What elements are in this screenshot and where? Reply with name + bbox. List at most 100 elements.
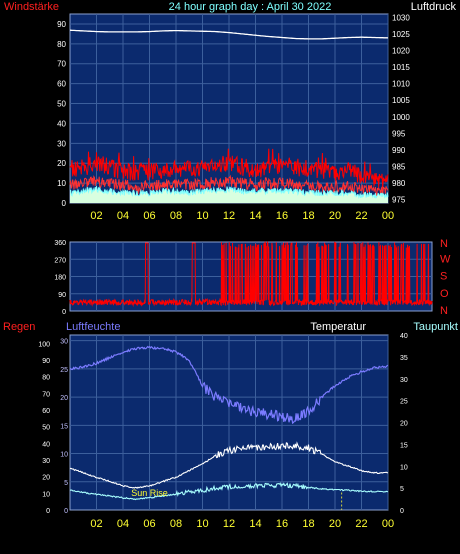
rain-tick-label: 50 [42,425,50,432]
rain-tick-label: 80 [42,375,50,382]
humidity-axis-ticks: 0 5 10 15 20 25 30 [60,339,68,515]
direction-label: W [440,253,451,265]
dewpoint-series [69,482,389,501]
rain-tick-label: 30 [42,458,50,465]
direction-tick-label: 0 [62,309,66,316]
direction-label: N [440,238,448,250]
direction-tick-label: 90 [58,292,66,299]
rain-tick-label: 0 [46,508,50,515]
wind-hour-label: 14 [249,210,261,222]
lower-hour-label: 22 [355,518,367,530]
pressure-tick-label: 990 [392,146,406,155]
wind-hour-label: 00 [382,210,394,222]
temperature-tick-label: 5 [400,486,404,493]
wind-hour-ticks: 02 04 06 08 10 12 14 16 18 20 22 00 [90,210,394,222]
wind-average-fill [70,186,388,203]
rain-tick-label: 90 [42,358,50,365]
humidity-tick-label: 25 [60,367,68,374]
lower-hour-label: 14 [249,518,261,530]
temperature-tick-label: 25 [400,399,408,406]
rain-tick-label: 10 [42,491,50,498]
direction-tick-label: 270 [54,257,66,264]
direction-series [69,240,433,308]
temperature-tick-label: 0 [400,508,404,515]
rain-tick-label: 40 [42,441,50,448]
temperature-tick-label: 35 [400,355,408,362]
wind-tick-label: 80 [57,40,66,49]
wind-series [69,174,389,199]
wind-tick-label: 0 [62,199,67,208]
direction-tick-label: 360 [54,240,66,247]
temperature-tick-label: 30 [400,377,408,384]
pressure-axis-ticks: 975 980 985 990 995 1000 1005 1010 1015 1020 1025 1… [392,13,410,204]
rain-tick-label: 100 [38,341,50,348]
lower-hour-label: 00 [382,518,394,530]
pressure-tick-label: 975 [392,196,406,205]
sunrise-label: Sun Rise [131,488,168,498]
lower-hour-label: 02 [90,518,102,530]
temperature-title: Temperatur [310,321,366,333]
pressure-title: Luftdruck [411,1,457,13]
wind-tick-label: 70 [57,60,66,69]
temperature-tick-label: 10 [400,464,408,471]
wind-grid [70,14,389,203]
lower-hour-label: 06 [143,518,155,530]
dewpoint-title: Taupunkt [413,321,458,333]
wind-hour-label: 16 [276,210,288,222]
rain-tick-label: 20 [42,475,50,482]
humidity-tick-label: 0 [64,508,68,515]
direction-axis-ticks: 0 90 180 270 360 [54,240,66,316]
wind-title: Windstärke [4,1,59,13]
humidity-tick-label: 20 [60,395,68,402]
temperature-series [69,441,389,489]
wind-hour-label: 06 [143,210,155,222]
direction-label: N [440,305,448,317]
wind-tick-label: 90 [57,20,66,29]
wind-hour-label: 20 [329,210,341,222]
pressure-series [69,29,389,40]
rain-axis-ticks: 0 10 20 30 40 50 60 70 80 90 100 [38,341,50,515]
wind-tick-label: 40 [57,119,66,128]
pressure-tick-label: 1000 [392,113,410,122]
graph-title: 24 hour graph day : April 30 2022 [169,1,332,13]
pressure-tick-label: 1025 [392,30,410,39]
lower-hour-label: 04 [117,518,129,530]
rain-title: Regen [3,321,35,333]
wind-hour-label: 22 [355,210,367,222]
direction-tick-label: 180 [54,275,66,282]
temperature-tick-label: 40 [400,333,408,340]
direction-label: O [440,288,449,300]
pressure-tick-label: 1005 [392,96,410,105]
lower-hour-label: 10 [196,518,208,530]
pressure-tick-label: 980 [392,179,406,188]
humidity-tick-label: 5 [64,480,68,487]
lower-hour-ticks: 02 04 06 08 10 12 14 16 18 20 22 00 [90,518,394,530]
humidity-tick-label: 10 [60,452,68,459]
rain-tick-label: 60 [42,408,50,415]
pressure-tick-label: 1030 [392,13,410,22]
temperature-tick-label: 15 [400,442,408,449]
wind-hour-label: 12 [223,210,235,222]
wind-tick-label: 20 [57,159,66,168]
lower-hour-label: 20 [329,518,341,530]
pressure-tick-label: 985 [392,163,406,172]
direction-label: S [440,271,447,283]
rain-humidity-temperature-panel: 0 10 20 30 40 50 60 70 80 90 100 0 5 10 15 20 25 30 0 5 10… [38,333,408,530]
pressure-tick-label: 995 [392,129,406,138]
temperature-axis-ticks: 0 5 10 15 20 25 30 35 40 [400,333,408,515]
temperature-tick-label: 20 [400,421,408,428]
gust-series [69,148,389,189]
lower-hour-label: 12 [223,518,235,530]
wind-tick-label: 10 [57,179,66,188]
humidity-series [69,345,389,425]
lower-grid [70,335,389,510]
wind-axis-ticks: 0 10 20 30 40 50 60 70 80 90 [57,20,66,208]
lower-hour-label: 16 [276,518,288,530]
humidity-tick-label: 30 [60,339,68,346]
wind-hour-label: 10 [196,210,208,222]
pressure-tick-label: 1010 [392,80,410,89]
wind-hour-label: 02 [90,210,102,222]
